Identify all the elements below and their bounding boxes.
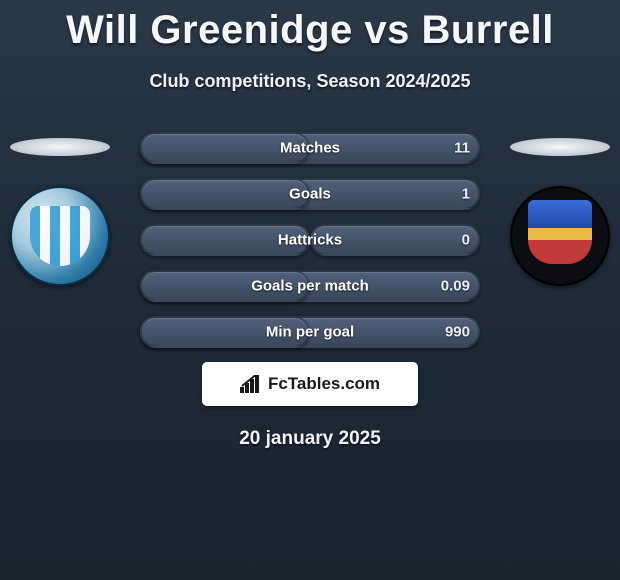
club-crest-right (510, 186, 610, 286)
stat-row: Goals 1 (140, 178, 480, 210)
stat-value-right: 990 (445, 324, 470, 341)
stat-value-right: 0.09 (441, 278, 470, 295)
stat-row: Min per goal 990 (140, 316, 480, 348)
player-right-photo-placeholder (510, 138, 610, 156)
stat-row: Goals per match 0.09 (140, 270, 480, 302)
player-left-photo-placeholder (10, 138, 110, 156)
stat-label: Min per goal (266, 324, 354, 341)
player-right-slot (510, 132, 610, 312)
stat-row: Matches 11 (140, 132, 480, 164)
brand-text: FcTables.com (268, 374, 380, 394)
stat-label: Hattricks (278, 232, 342, 249)
date-text: 20 january 2025 (0, 428, 620, 450)
subtitle: Club competitions, Season 2024/2025 (0, 71, 620, 92)
stat-value-right: 0 (462, 232, 470, 249)
stat-value-right: 1 (462, 186, 470, 203)
stat-pill-left (140, 178, 310, 210)
club-crest-left (10, 186, 110, 286)
page-title: Will Greenidge vs Burrell (0, 0, 620, 53)
stats-list: Matches 11 Goals 1 Hattricks 0 Goals per match… (140, 132, 480, 348)
stat-row: Hattricks 0 (140, 224, 480, 256)
bar-chart-icon (240, 375, 262, 393)
brand-badge[interactable]: FcTables.com (202, 362, 418, 406)
stat-label: Matches (280, 140, 340, 157)
stat-label: Goals per match (251, 278, 369, 295)
stat-label: Goals (289, 186, 331, 203)
stat-value-right: 11 (454, 140, 470, 157)
player-left-slot (10, 132, 110, 312)
content-area: Matches 11 Goals 1 Hattricks 0 Goals per match… (0, 132, 620, 450)
